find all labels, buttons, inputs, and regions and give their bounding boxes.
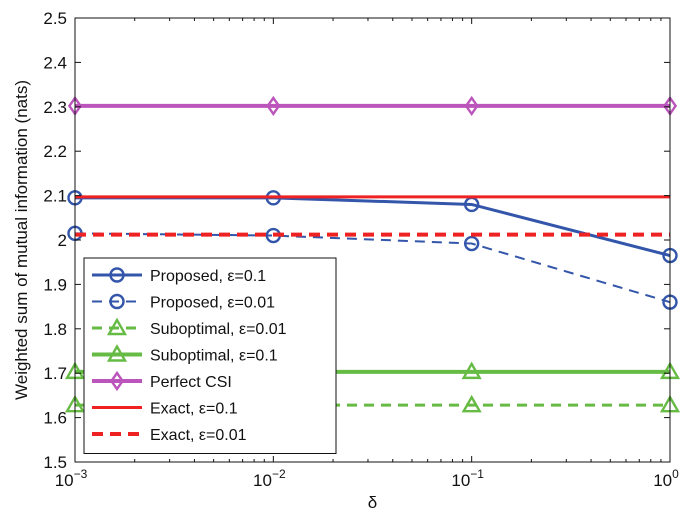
y-tick-label: 1.5: [43, 453, 67, 472]
y-tick-label: 2.3: [43, 98, 67, 117]
y-tick-label: 1.9: [43, 275, 67, 294]
legend-label: Exact, ε=0.01: [150, 427, 247, 444]
legend-entry: Exact, ε=0.01: [92, 427, 247, 444]
x-tick-label: 10−1: [451, 467, 484, 490]
legend-marker: [109, 267, 125, 283]
legend-entry: Suboptimal, ε=0.01: [92, 317, 287, 338]
legend-entry: Proposed, ε=0.1: [92, 267, 266, 285]
legend-marker: [109, 293, 125, 310]
y-tick-label: 2.2: [43, 142, 67, 161]
legend-entry: Exact, ε=0.1: [92, 401, 238, 418]
y-tick-label: 2: [58, 231, 67, 250]
series-layer: [64, 95, 681, 413]
legend-entry: Proposed, ε=0.01: [92, 293, 275, 312]
legend-marker: [106, 317, 128, 336]
x-tick-label: 100: [653, 467, 679, 490]
y-tick-label: 1.8: [43, 320, 67, 339]
legend-label: Perfect CSI: [150, 374, 232, 391]
series-4-point: [461, 361, 482, 380]
legend-entry: Suboptimal, ε=0.1: [92, 344, 278, 365]
legend-entry: Perfect CSI: [92, 370, 232, 392]
y-tick-label: 2.4: [43, 53, 67, 72]
y-tick-label: 2.5: [43, 9, 67, 28]
y-axis-label: Weighted sum of mutual information (nats…: [12, 80, 31, 400]
series-5-point: [266, 95, 281, 117]
legend-label: Proposed, ε=0.01: [150, 295, 275, 312]
legend-label: Suboptimal, ε=0.01: [150, 321, 287, 338]
y-tick-label: 2.1: [43, 187, 67, 206]
y-tick-label: 1.7: [43, 364, 67, 383]
legend-label: Suboptimal, ε=0.1: [150, 348, 278, 365]
series-1: [67, 190, 678, 264]
x-tick-label: 10−3: [55, 467, 88, 490]
series-1-line: [75, 196, 671, 257]
x-tick-label: 10−2: [253, 467, 286, 490]
series-5: [67, 95, 678, 117]
series-2-point: [463, 235, 480, 252]
legend-label: Exact, ε=0.1: [150, 401, 238, 418]
ticks-layer: 1.5 1.6 1.7 1.8 1.9 2 2.1 2.2 2.3 2.4 2.5 10−3 10−2 1…: [43, 9, 679, 490]
legend-marker: [106, 344, 128, 362]
x-axis-label: δ: [368, 493, 377, 512]
legend: Proposed, ε=0.1 Proposed, ε=0.01 Suboptima…: [83, 257, 337, 454]
legend-label: Proposed, ε=0.1: [150, 268, 266, 285]
y-tick-label: 1.6: [43, 409, 67, 428]
series-5-point: [464, 95, 479, 117]
series-3-point: [461, 394, 482, 413]
series-2-line: [74, 232, 671, 304]
legend-marker: [109, 370, 125, 392]
